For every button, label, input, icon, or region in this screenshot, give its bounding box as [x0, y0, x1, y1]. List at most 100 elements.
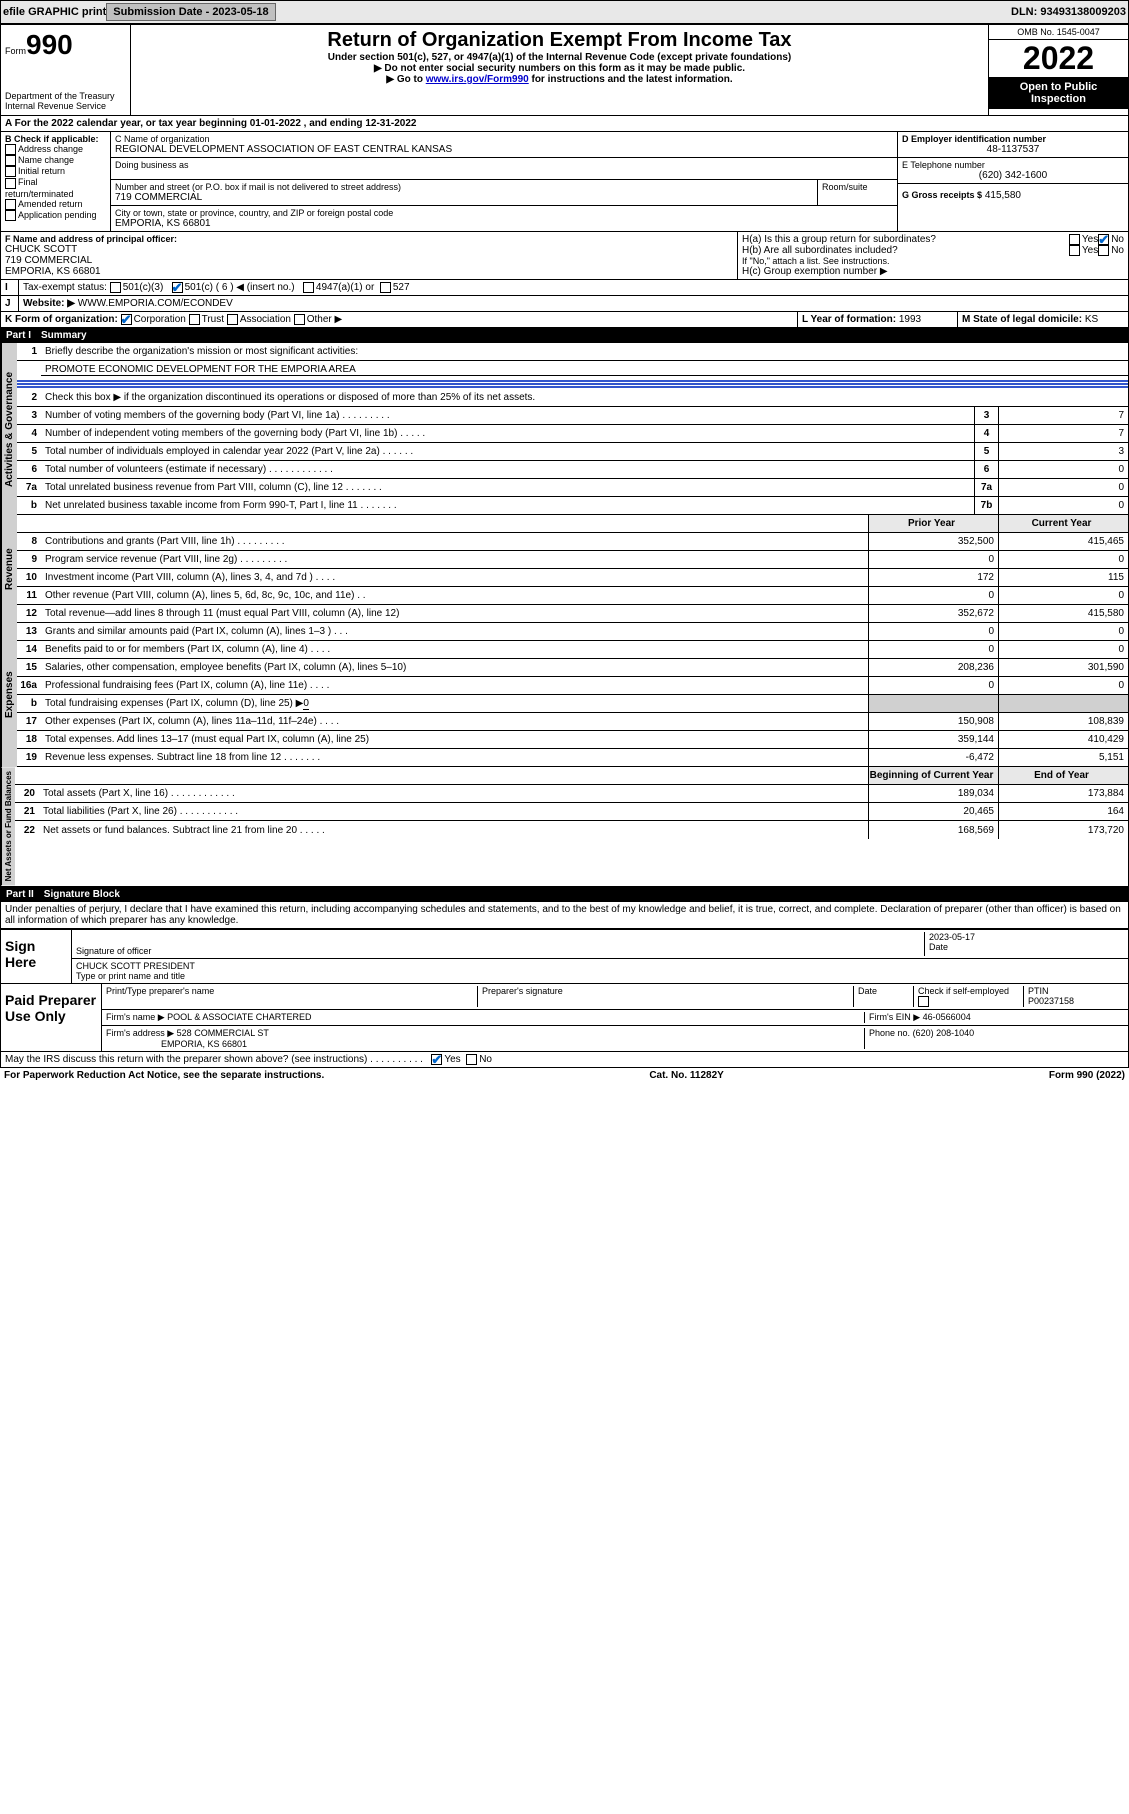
l18: Total expenses. Add lines 13–17 (must eq… — [41, 734, 868, 745]
ha-yes-lbl: Yes — [1082, 234, 1098, 245]
room-lbl: Room/suite — [817, 180, 897, 205]
discuss: May the IRS discuss this return with the… — [5, 1054, 423, 1065]
perjury: Under penalties of perjury, I declare th… — [0, 902, 1129, 929]
l11: Other revenue (Part VIII, column (A), li… — [41, 590, 868, 601]
addr-lbl: Firm's address ▶ — [106, 1028, 174, 1038]
addr2: EMPORIA, KS 66801 — [161, 1039, 247, 1049]
side-ag: Activities & Governance — [1, 343, 17, 515]
k-corp[interactable] — [121, 314, 132, 325]
p1-v3: 7 — [998, 407, 1128, 424]
i-4947[interactable] — [303, 282, 314, 293]
i-501c[interactable] — [172, 282, 183, 293]
chk-initial[interactable] — [5, 166, 16, 177]
prep-phone: (620) 208-1040 — [913, 1028, 975, 1038]
firm-lbl: Firm's name ▶ — [106, 1012, 165, 1022]
m-lbl: M State of legal domicile: — [962, 314, 1082, 325]
row-j: J Website: ▶ WWW.EMPORIA.COM/ECONDEV — [0, 296, 1129, 312]
discuss-no[interactable] — [466, 1054, 477, 1065]
ag-block: Activities & Governance 1Briefly describ… — [0, 343, 1129, 515]
sub2: ▶ Do not enter social security numbers o… — [135, 63, 984, 74]
ha-no[interactable] — [1098, 234, 1109, 245]
header-left: Form990 Department of the Treasury Inter… — [1, 25, 131, 115]
form-title: Return of Organization Exempt From Incom… — [135, 29, 984, 52]
p1-l6: Total number of volunteers (estimate if … — [41, 464, 974, 475]
p-c5: PTIN — [1028, 986, 1049, 996]
chk-final[interactable] — [5, 178, 16, 189]
discuss-yes[interactable] — [431, 1054, 442, 1065]
sign-block: Sign Here Signature of officer 2023-05-1… — [0, 929, 1129, 984]
ptin: P00237158 — [1028, 996, 1074, 1006]
hdr-beg: Beginning of Current Year — [868, 767, 998, 784]
r17p: 150,908 — [868, 713, 998, 730]
part1-num: Part I — [6, 330, 31, 341]
l9: Program service revenue (Part VIII, line… — [41, 554, 868, 565]
l16a: Professional fundraising fees (Part IX, … — [41, 680, 868, 691]
p1-l3: Number of voting members of the governin… — [41, 410, 974, 421]
k-o1: Corporation — [134, 314, 186, 325]
r17c: 108,839 — [998, 713, 1128, 730]
gross-receipts: 415,580 — [985, 190, 1021, 201]
r20p: 189,034 — [868, 785, 998, 802]
hb-note: If "No," attach a list. See instructions… — [742, 256, 1124, 266]
k-trust[interactable] — [189, 314, 200, 325]
p1-v7b: 0 — [998, 497, 1128, 514]
chk-address[interactable] — [5, 144, 16, 155]
l19: Revenue less expenses. Subtract line 18 … — [41, 752, 868, 763]
r14c: 0 — [998, 641, 1128, 658]
dba-lbl: Doing business as — [115, 160, 893, 170]
r21c: 164 — [998, 803, 1128, 820]
l-val: 1993 — [899, 314, 921, 325]
footer: For Paperwork Reduction Act Notice, see … — [0, 1068, 1129, 1083]
sign-name: CHUCK SCOTT PRESIDENT — [76, 961, 195, 971]
chk-name[interactable] — [5, 155, 16, 166]
i-lbl: Tax-exempt status: — [23, 282, 107, 293]
sub3-pre: ▶ Go to — [386, 74, 425, 85]
l-lbl: L Year of formation: — [802, 314, 896, 325]
ha-no-lbl: No — [1111, 234, 1124, 245]
side-rev: Revenue — [1, 515, 17, 623]
firm: POOL & ASSOCIATE CHARTERED — [167, 1012, 311, 1022]
r16p: 0 — [868, 677, 998, 694]
hb-yes[interactable] — [1069, 245, 1080, 256]
section-b: B Check if applicable: Address change Na… — [1, 132, 111, 231]
l16b-pre: Total fundraising expenses (Part IX, col… — [45, 698, 303, 709]
ha-yes[interactable] — [1069, 234, 1080, 245]
k-other[interactable] — [294, 314, 305, 325]
hdr-end: End of Year — [998, 767, 1128, 784]
p1-l7b: Net unrelated business taxable income fr… — [41, 500, 974, 511]
sign-date: 2023-05-17 — [929, 932, 1124, 942]
p1-l7a: Total unrelated business revenue from Pa… — [41, 482, 974, 493]
submission-date-btn[interactable]: Submission Date - 2023-05-18 — [106, 3, 275, 21]
chk-self[interactable] — [918, 996, 929, 1007]
r9c: 0 — [998, 551, 1128, 568]
efile-label: efile GRAPHIC print — [3, 6, 106, 18]
p-c2: Preparer's signature — [478, 986, 854, 1007]
hb: H(b) Are all subordinates included? — [742, 245, 1069, 256]
chk-amended[interactable] — [5, 199, 16, 210]
rev-block: Revenue Prior YearCurrent Year 8Contribu… — [0, 515, 1129, 623]
k-assoc[interactable] — [227, 314, 238, 325]
e-lbl: E Telephone number — [902, 160, 1124, 170]
chk-pending[interactable] — [5, 210, 16, 221]
i-501c3[interactable] — [110, 282, 121, 293]
hb-yes-lbl: Yes — [1082, 245, 1098, 256]
hb-no[interactable] — [1098, 245, 1109, 256]
p1-v5: 3 — [998, 443, 1128, 460]
officer-city: EMPORIA, KS 66801 — [5, 266, 733, 277]
sig-lbl: Signature of officer — [76, 946, 924, 956]
part2-title: Signature Block — [44, 889, 120, 900]
r20c: 173,884 — [998, 785, 1128, 802]
form990-link[interactable]: www.irs.gov/Form990 — [426, 74, 529, 85]
org-name: REGIONAL DEVELOPMENT ASSOCIATION OF EAST… — [115, 144, 893, 155]
p1-v7a: 0 — [998, 479, 1128, 496]
tax-year: 2022 — [989, 40, 1128, 77]
i-527[interactable] — [380, 282, 391, 293]
r21p: 20,465 — [868, 803, 998, 820]
r12p: 352,672 — [868, 605, 998, 622]
p-c1: Print/Type preparer's name — [106, 986, 478, 1007]
r11c: 0 — [998, 587, 1128, 604]
section-h: H(a) Is this a group return for subordin… — [738, 232, 1128, 279]
sub3: ▶ Go to www.irs.gov/Form990 for instruct… — [135, 74, 984, 85]
l10: Investment income (Part VIII, column (A)… — [41, 572, 868, 583]
city-lbl: City or town, state or province, country… — [115, 208, 893, 218]
